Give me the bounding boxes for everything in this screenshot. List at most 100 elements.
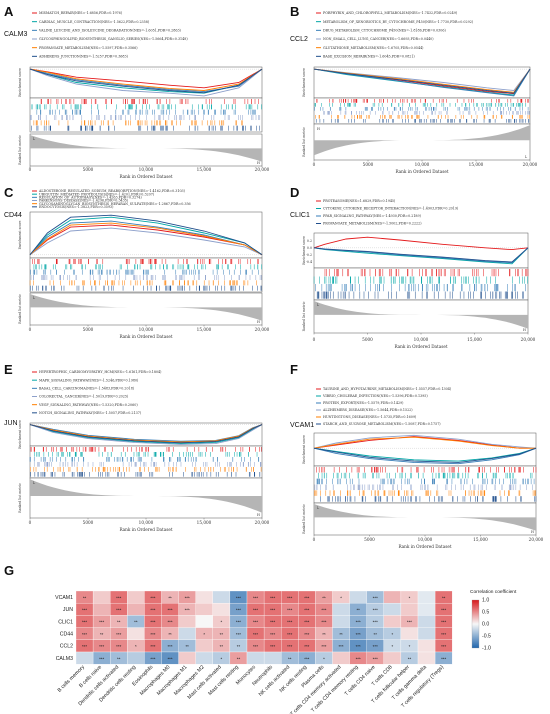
legend-entry: NOTCH_SIGNALING_PATHWAY(NES=-1.5057,FDR=… <box>39 411 142 415</box>
panel-letter: B <box>290 4 299 19</box>
metric-label-left: L <box>317 303 320 307</box>
significance-mark: ** <box>185 644 189 649</box>
es-axis-title: Enrichment score <box>302 435 306 464</box>
legend-entry: MAPK_SIGNALING_PATHWAY(NES=-1.5246,FDR=0… <box>39 378 139 382</box>
metric-label-left: L <box>33 137 36 141</box>
hit-track-row <box>29 457 260 462</box>
significance-mark: *** <box>150 656 155 661</box>
legend-entry: GLUTATHIONE_METABOLISM(NES=-1.6705,FDR=0… <box>323 46 424 50</box>
significance-mark: ** <box>220 644 224 649</box>
significance-mark: *** <box>441 656 446 661</box>
x-tick-label: 15,000 <box>473 537 488 542</box>
significance-mark: ** <box>374 632 378 637</box>
hit-track-row <box>30 115 261 121</box>
es-curve-propanoate-metabolism-nes-1-5002-fdr-0-2 <box>313 247 529 263</box>
es-curve-propanoate-metabolism-nes-1-5597-fdr-0-3 <box>29 68 263 91</box>
significance-mark: *** <box>287 644 292 649</box>
panel-letter: D <box>290 185 299 200</box>
legend-entry: VEGF_SIGNALING_PATHWAY(NES=-1.5320,FDR=0… <box>38 403 138 407</box>
hit-track-row <box>33 264 262 270</box>
x-tick-label: 20,000 <box>529 537 544 542</box>
heatmap-cell <box>332 651 350 665</box>
es-curve-base-excision-repair-nes-1-6045-fdr-0-08 <box>313 68 531 94</box>
y-tick-label: 0.0 <box>307 246 312 250</box>
es-curve-glycosaminoglycan-biosynthesis-heparan-s <box>29 222 263 256</box>
es-curve-endocytosis-nes-1-3823-fdr-0-3593 <box>29 214 263 256</box>
gene-label: CALM3 <box>4 31 27 38</box>
gsea-panel-f: F VCAM1 L H Enrichment score Ranked list metr… <box>290 362 544 549</box>
significance-mark: *** <box>373 608 378 613</box>
heatmap-cell <box>434 651 453 665</box>
significance-mark: * <box>409 595 411 600</box>
heatmap-cell <box>417 627 436 640</box>
enrichment-plot-frame <box>29 66 263 99</box>
hit-track-row <box>316 478 535 485</box>
metric-axis-title: Ranked list metric <box>18 294 22 324</box>
hit-track-row <box>315 119 530 123</box>
heatmap-cell <box>263 651 282 665</box>
legend-entry: GLYCOSAMINOGLYCAN_BIOSYNTHESIS_HEPARAN_S… <box>39 202 191 206</box>
significance-mark: *** <box>356 656 361 661</box>
x-tick-label: 10,000 <box>414 337 429 342</box>
significance-mark: *** <box>270 632 275 637</box>
legend-entry: BASAL_CELL_CARCINOMA(NES=-1.5483,FDR=0.2… <box>39 387 135 391</box>
significance-mark: ** <box>168 632 172 637</box>
significance-mark: *** <box>407 620 412 625</box>
significance-mark: *** <box>116 632 121 637</box>
significance-mark: *** <box>99 644 104 649</box>
significance-mark: * <box>220 620 222 625</box>
legend-entry: ALZHEIMERS_DISEASE(NES=-1.5644,FDR=0.152… <box>322 408 413 412</box>
significance-mark: *** <box>321 620 326 625</box>
hit-track-row <box>316 291 524 299</box>
significance-mark: ** <box>288 656 292 661</box>
panel-letter: F <box>290 362 298 377</box>
significance-mark: *** <box>287 632 292 637</box>
significance-mark: *** <box>116 644 121 649</box>
significance-mark: *** <box>321 608 326 613</box>
heatmap-cell <box>92 603 111 616</box>
significance-mark: ** <box>83 595 87 600</box>
heatmap-row-label: CCL2 <box>60 644 73 650</box>
significance-mark: *** <box>116 608 121 613</box>
heatmap-cell <box>178 627 196 640</box>
x-tick-label: 10,000 <box>415 162 430 167</box>
significance-mark: *** <box>441 644 446 649</box>
significance-mark: *** <box>270 644 275 649</box>
es-curve-huntingtons-disease-nes-1-5735-fdr-0-160 <box>313 436 536 449</box>
es-axis-title: Enrichment score <box>18 221 22 250</box>
panel-letter: A <box>4 4 14 19</box>
ranked-metric-area <box>30 479 262 513</box>
x-tick-label: 5000 <box>83 327 94 332</box>
heatmap-cell <box>127 651 145 665</box>
legend-entry: GLYCOSPHINGOLIPID_BIOSYNTHESIS_GANGLIO_S… <box>39 37 188 41</box>
x-tick-label: 15,000 <box>197 327 212 332</box>
x-tick-label: 20,000 <box>255 167 270 172</box>
hit-track-row <box>313 276 528 284</box>
heatmap-cell <box>332 615 350 628</box>
gsea-panel-c: C CD44 L H Enrichment score Ranked list metri… <box>4 185 270 339</box>
legend-entry: VALINE_LEUCINE_AND_ISOLEUCINE_DEGRADATIO… <box>38 29 182 33</box>
heatmap-col-label: Macrophages M0 <box>139 664 172 697</box>
x-axis-title: Rank in Ordered Dataset <box>119 527 172 532</box>
hit-track-frame <box>313 267 529 301</box>
heatmap-cell <box>127 603 145 616</box>
x-tick-label: 10,000 <box>139 167 154 172</box>
significance-mark: *** <box>287 620 292 625</box>
metric-label-left: L <box>33 481 36 485</box>
significance-mark: * <box>409 644 411 649</box>
significance-mark: *** <box>253 595 258 600</box>
metric-axis-title: Ranked list metric <box>18 483 22 513</box>
heatmap-col-label: Macrophages M1 <box>156 664 189 697</box>
es-curve-mapk-signaling-pathway-nes-1-5246-fdr-0- <box>29 424 263 445</box>
x-tick-label: 15,000 <box>197 167 212 172</box>
metric-label-left: L <box>33 296 36 300</box>
metric-axis-title: Ranked list metric <box>302 127 306 157</box>
legend-entry: ALDOSTERONE_REGULATED_SODIUM_REABSORPTIO… <box>38 189 186 193</box>
gene-label: VCAM1 <box>290 422 314 429</box>
legend-entry: ADHERENS_JUNCTION(NES=-1.5257,FDR=0.3683… <box>38 55 129 59</box>
significance-mark: * <box>203 632 205 637</box>
legend: TAURINE_AND_HYPOTAURINE_METABOLISM(NES=-… <box>316 387 452 426</box>
significance-mark: ** <box>356 608 360 613</box>
heatmap-cell <box>383 651 402 665</box>
heatmap-cell <box>178 615 196 628</box>
